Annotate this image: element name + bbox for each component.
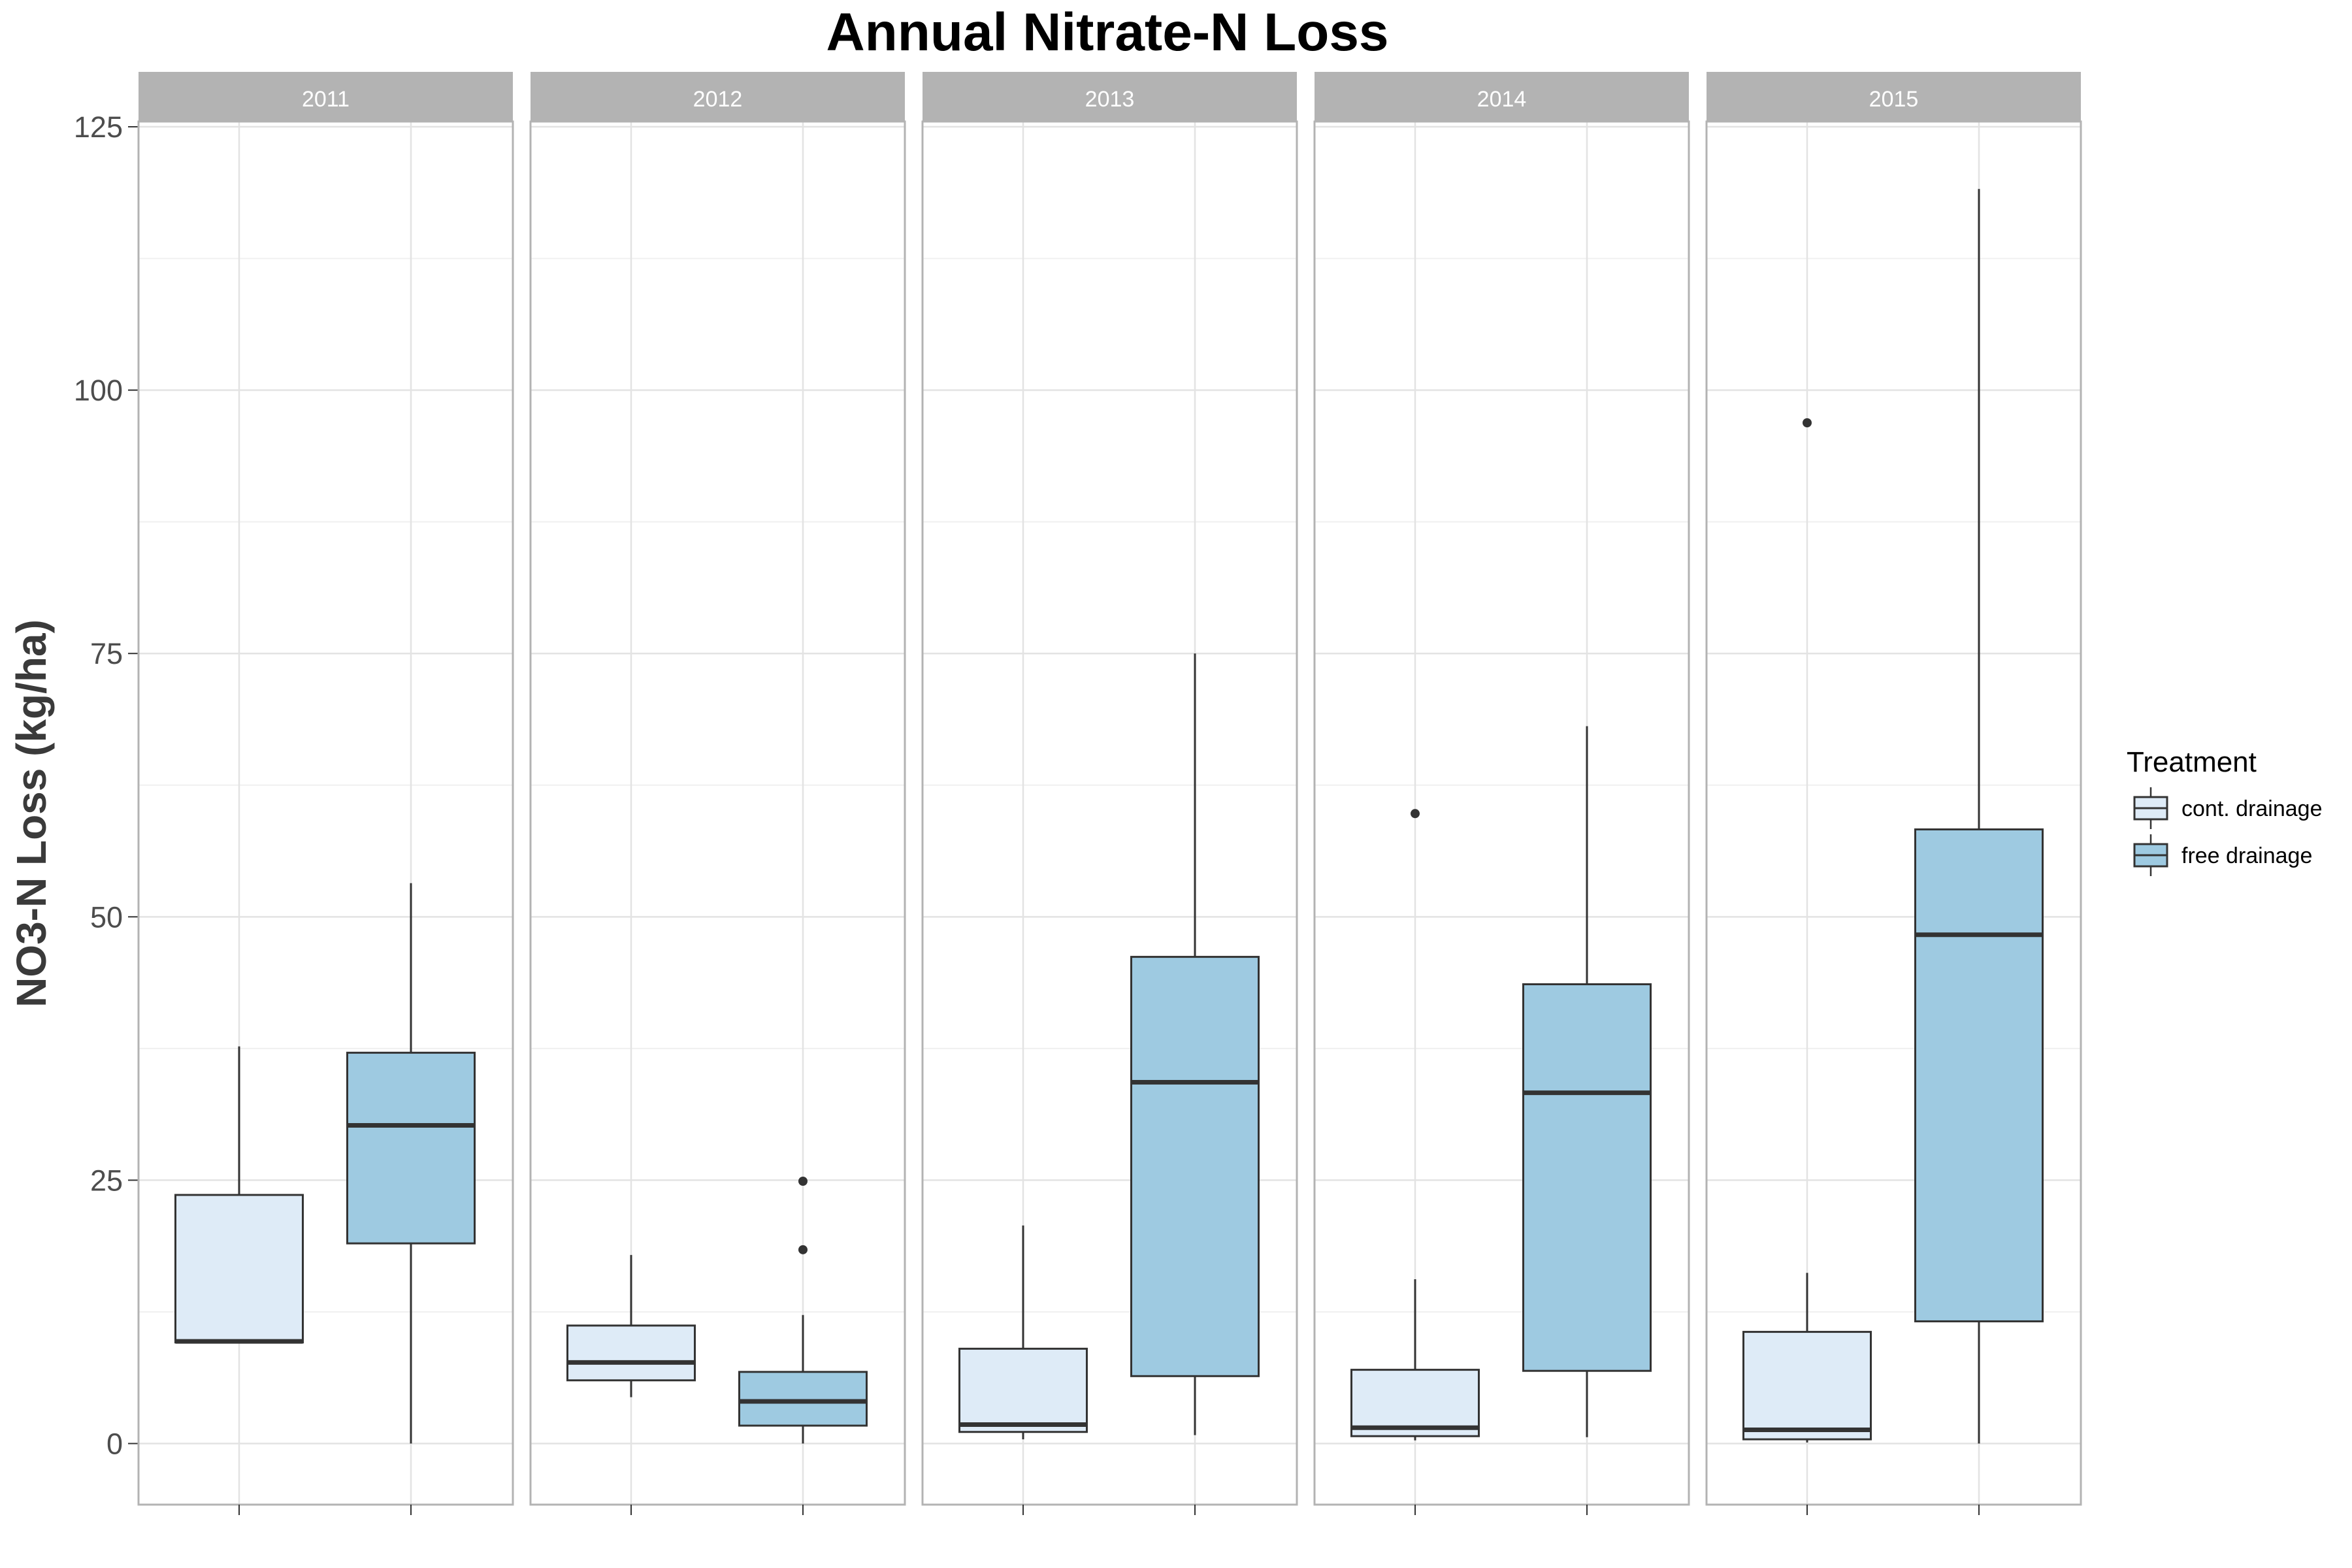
box-body — [738, 1371, 868, 1427]
strip-background — [923, 72, 1297, 122]
strip-label: 2014 — [1477, 87, 1527, 112]
strip-label: 2012 — [693, 87, 743, 112]
box-2015-free — [1914, 189, 2044, 1444]
outlier-point — [1803, 418, 1812, 428]
box-body — [1522, 983, 1652, 1372]
strip-label: 2015 — [1869, 87, 1919, 112]
y-tick-label: 50 — [90, 900, 123, 934]
outlier-point — [798, 1245, 808, 1254]
box-body — [1130, 956, 1260, 1377]
box-2011-free — [346, 883, 476, 1444]
box-2014-cont — [1350, 809, 1480, 1441]
box-body — [958, 1347, 1088, 1433]
box-2011-cont — [174, 1046, 304, 1344]
panel-2014: 2014 — [1313, 72, 1690, 1515]
box-2015-cont — [1742, 418, 1872, 1443]
chart-title: Annual Nitrate-N Loss — [826, 3, 1388, 62]
y-tick-label: 100 — [74, 374, 123, 407]
strip-background — [1707, 72, 2081, 122]
panel-2011: 2011 — [137, 72, 514, 1515]
strip-label: 2011 — [302, 87, 350, 112]
box-body — [346, 1051, 476, 1245]
outlier-point — [1411, 809, 1420, 819]
panel-2015: 2015 — [1705, 72, 2082, 1515]
strip-background — [531, 72, 905, 122]
strip-background — [139, 72, 513, 122]
legend-title: Treatment — [2127, 746, 2257, 778]
box-body — [1914, 828, 2044, 1322]
legend-label: cont. drainage — [2181, 796, 2323, 821]
box-body — [1742, 1331, 1872, 1441]
y-tick-label: 0 — [106, 1427, 123, 1460]
box-2013-free — [1130, 653, 1260, 1435]
legend-label: free drainage — [2181, 843, 2312, 868]
box-2013-cont — [958, 1225, 1088, 1440]
y-tick-label: 125 — [74, 110, 123, 144]
legend-item-free-drainage: free drainage — [2133, 834, 2312, 876]
panel-background — [531, 122, 905, 1505]
outlier-point — [798, 1177, 808, 1186]
y-tick-label: 75 — [90, 637, 123, 670]
legend: Treatment cont. drainage free drainage — [2127, 746, 2323, 876]
box-body — [1350, 1369, 1480, 1437]
legend-item-cont-drainage: cont. drainage — [2133, 787, 2323, 829]
box-2014-free — [1522, 726, 1652, 1437]
box-2012-cont — [566, 1254, 696, 1397]
y-tick-label: 25 — [90, 1164, 123, 1197]
box-body — [174, 1194, 304, 1344]
panel-2012: 2012 — [529, 72, 906, 1515]
facet-panels: 2011 2012 2013 2014 2015 — [137, 72, 2082, 1515]
y-axis-ticks: 0 25 50 75 100 125 — [74, 110, 139, 1460]
panel-2013: 2013 — [921, 72, 1298, 1515]
box-2012-free — [738, 1177, 868, 1444]
y-axis-label: NO3-N Loss (kg/ha) — [8, 619, 55, 1007]
box-body — [566, 1324, 696, 1382]
strip-label: 2013 — [1085, 87, 1135, 112]
strip-background — [1315, 72, 1689, 122]
